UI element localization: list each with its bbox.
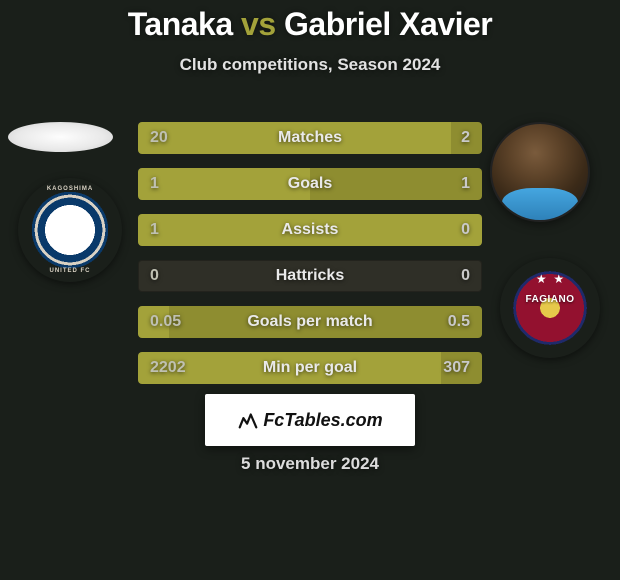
stat-fill-right [451,122,482,154]
infographic-root: Tanaka vs Gabriel Xavier Club competitio… [0,0,620,580]
stat-fill-left [138,122,451,154]
stat-row: 2202307Min per goal [138,352,482,384]
brand-icon [237,409,259,431]
stat-row: 202Matches [138,122,482,154]
stat-value-left: 0 [138,260,171,292]
stat-fill-right [310,168,482,200]
stat-row: 10Assists [138,214,482,246]
subtitle: Club competitions, Season 2024 [0,55,620,75]
stats-block: 202Matches 11Goals 10Assists 0 0Hattricks 0.0… [138,122,482,398]
stat-row: 0.050.5Goals per match [138,306,482,338]
player1-avatar [8,122,113,152]
stat-row: 0 0Hattricks [138,260,482,292]
player2-club-badge [500,258,600,358]
title-player1: Tanaka [128,6,233,42]
player2-avatar [490,122,590,222]
brand-badge: FcTables.com [205,394,415,446]
stat-fill-left [138,352,441,384]
stat-fill-right [441,352,482,384]
stat-fill-left [138,214,482,246]
stat-label: Hattricks [138,260,482,292]
stat-fill-left [138,168,310,200]
brand-text: FcTables.com [263,410,382,431]
footer-date: 5 november 2024 [0,454,620,474]
player1-club-badge [18,178,122,282]
stat-fill-left [138,306,169,338]
stat-value-right: 0 [449,260,482,292]
title-vs: vs [241,6,276,42]
stat-fill-right [169,306,482,338]
title-player2: Gabriel Xavier [284,6,492,42]
page-title: Tanaka vs Gabriel Xavier [0,0,620,43]
stat-row: 11Goals [138,168,482,200]
